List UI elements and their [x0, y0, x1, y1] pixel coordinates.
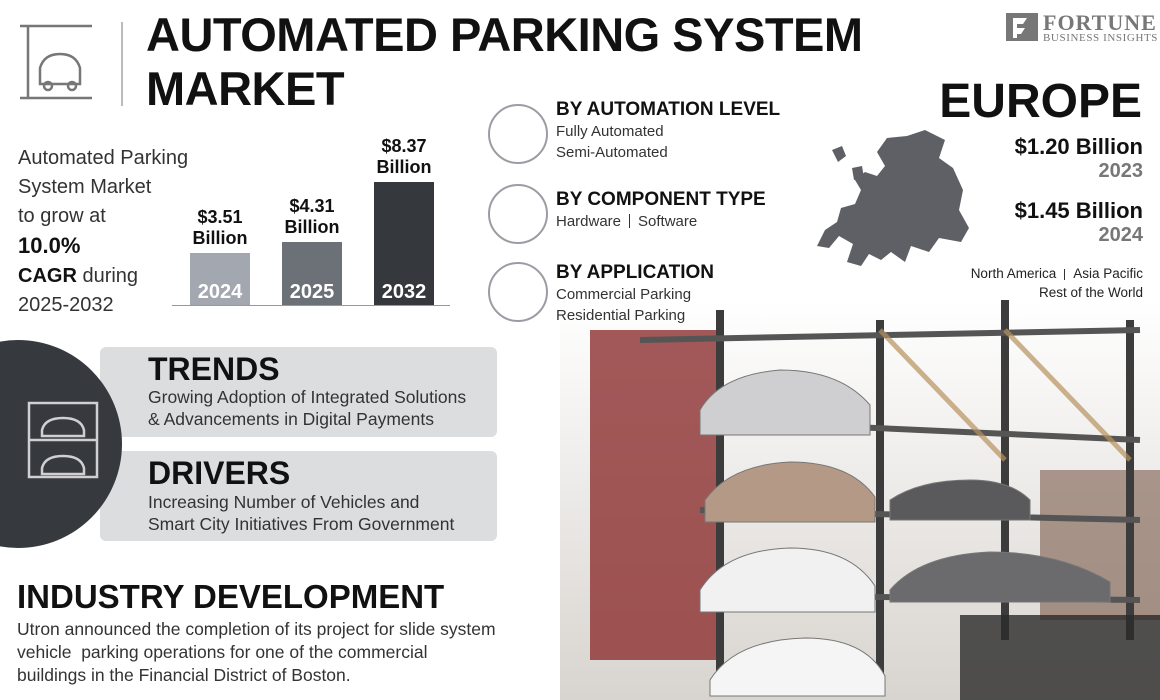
title-line: MARKET — [146, 62, 345, 115]
x-tick-label: 2024 — [197, 281, 243, 303]
region-year: 2024 — [1098, 224, 1144, 246]
summary-line: System Market — [18, 176, 152, 198]
segment: BY COMPONENT TYPE Hardware Software — [556, 189, 766, 232]
title: AUTOMATED PARKING SYSTEM MARKET — [146, 8, 863, 116]
segment-icon — [488, 184, 548, 244]
segment: BY AUTOMATION LEVEL Fully Automated Semi… — [556, 99, 780, 163]
trends-box — [100, 347, 497, 437]
drivers-box — [100, 451, 497, 541]
industry-line: buildings in the Financial District of B… — [17, 665, 351, 685]
region-year: 2023 — [1098, 160, 1144, 182]
divider — [121, 22, 123, 106]
drivers-line: Increasing Number of Vehicles and — [148, 492, 420, 512]
baseline — [172, 305, 450, 306]
title-line: AUTOMATED PARKING SYSTEM — [146, 8, 863, 61]
x-tick-label: 2025 — [289, 281, 335, 303]
garage-icon — [27, 401, 99, 479]
data-label: $4.31 Billion — [284, 195, 340, 237]
trends-line: Growing Adoption of Integrated Solutions — [148, 387, 467, 407]
segment-title: BY APPLICATION — [556, 262, 714, 283]
segment-item: Commercial Parking — [556, 286, 692, 303]
x-tick-label: 2032 — [381, 281, 427, 303]
brand-icon — [1006, 13, 1038, 41]
drivers-line: Smart City Initiatives From Government — [148, 514, 455, 534]
cagr-label: CAGR — [18, 265, 77, 287]
summary-text: during — [82, 265, 139, 287]
europe-map — [817, 130, 969, 266]
segment: BY APPLICATION Commercial Parking Reside… — [556, 262, 714, 326]
period: 2025-2032 — [18, 294, 114, 316]
summary-line: to grow at — [18, 205, 106, 227]
segment-item: Hardware — [556, 213, 622, 230]
bar — [374, 182, 434, 305]
other-regions: North America Asia Pacific — [971, 266, 1143, 281]
segment-title: BY AUTOMATION LEVEL — [556, 99, 781, 120]
segment-title: BY COMPONENT TYPE — [556, 189, 766, 210]
other-region: Rest of the World — [1038, 285, 1143, 300]
separator — [629, 214, 631, 228]
summary: Automated Parking System Market to grow … — [18, 144, 188, 320]
bar — [282, 241, 342, 305]
region-value: $1.45 Billion — [1014, 198, 1143, 223]
data-label: $8.37 Billion — [376, 136, 432, 177]
segment-item: Residential Parking — [556, 307, 686, 324]
region-value: $1.20 Billion — [1014, 134, 1143, 159]
segment-icon — [488, 262, 548, 322]
industry-line: vehicle parking operations for one of th… — [17, 642, 428, 662]
other-region: Asia Pacific — [1073, 266, 1143, 281]
drivers-title: DRIVERS — [148, 455, 291, 491]
other-region: North America — [970, 266, 1057, 281]
logo-icon — [20, 24, 92, 100]
data-label: $3.51 Billion — [192, 207, 248, 249]
trends-line: & Advancements in Digital Payments — [148, 409, 434, 429]
segment-icon — [488, 104, 548, 164]
bar — [190, 253, 250, 305]
trends-title: TRENDS — [148, 351, 280, 387]
summary-line: Automated Parking — [18, 147, 189, 169]
segment-item: Software — [638, 213, 698, 230]
region-name: EUROPE — [939, 75, 1142, 128]
trends-text: Growing Adoption of Integrated Solutions… — [148, 386, 466, 430]
industry-title: INDUSTRY DEVELOPMENT — [17, 578, 445, 615]
separator — [1064, 269, 1066, 280]
brand: FORTUNE — [1043, 10, 1157, 35]
drivers-text: Increasing Number of Vehicles and Smart … — [148, 491, 454, 535]
brand-sub: BUSINESS INSIGHTS — [1043, 32, 1159, 44]
industry-line: Utron announced the completion of its pr… — [17, 619, 496, 639]
cagr-value: 10.0% — [18, 233, 81, 258]
industry-text: Utron announced the completion of its pr… — [17, 618, 496, 687]
segment-item: Fully Automated — [556, 123, 664, 140]
segment-item: Semi-Automated — [556, 144, 668, 161]
